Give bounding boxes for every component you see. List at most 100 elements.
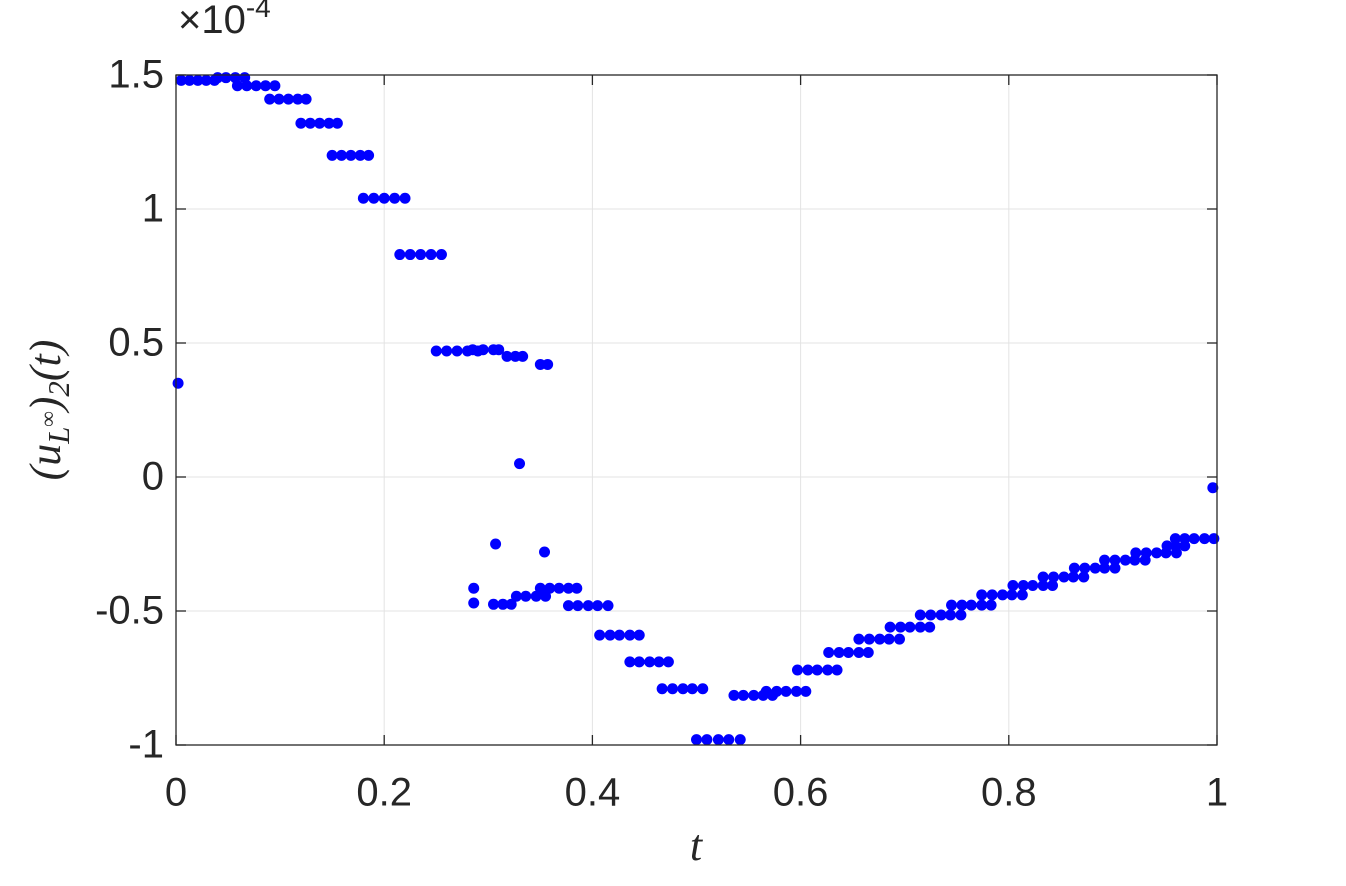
point bbox=[945, 609, 957, 621]
point bbox=[260, 80, 272, 92]
point bbox=[737, 689, 749, 701]
point bbox=[594, 629, 606, 641]
point bbox=[893, 633, 905, 645]
y-tick-label: -0.5 bbox=[95, 589, 164, 633]
point bbox=[572, 600, 584, 612]
point bbox=[822, 664, 834, 676]
point bbox=[514, 458, 526, 470]
plot-area bbox=[176, 75, 1217, 745]
point bbox=[368, 192, 380, 204]
point bbox=[220, 72, 232, 84]
point bbox=[200, 74, 212, 86]
point bbox=[345, 149, 357, 161]
point bbox=[1048, 571, 1060, 583]
point bbox=[304, 117, 316, 129]
point bbox=[874, 633, 886, 645]
point bbox=[292, 93, 304, 105]
point bbox=[404, 249, 416, 261]
point bbox=[451, 345, 463, 357]
point bbox=[924, 621, 936, 633]
point bbox=[264, 93, 276, 105]
point bbox=[925, 609, 937, 621]
point bbox=[914, 609, 926, 621]
point bbox=[1188, 533, 1200, 545]
point bbox=[656, 683, 668, 695]
y-tick-label: 1.5 bbox=[108, 53, 164, 97]
point bbox=[833, 647, 845, 659]
point bbox=[497, 598, 509, 610]
point bbox=[357, 192, 369, 204]
point bbox=[604, 629, 616, 641]
point bbox=[553, 582, 565, 594]
point bbox=[175, 74, 187, 86]
point bbox=[883, 633, 895, 645]
point bbox=[1169, 533, 1181, 545]
point bbox=[389, 192, 401, 204]
point bbox=[985, 599, 997, 611]
point bbox=[1199, 533, 1211, 545]
point bbox=[477, 344, 489, 356]
point bbox=[323, 117, 335, 129]
point bbox=[653, 656, 665, 668]
point bbox=[734, 734, 746, 746]
point bbox=[895, 621, 907, 633]
point bbox=[613, 629, 625, 641]
point bbox=[831, 664, 843, 676]
point bbox=[250, 80, 262, 92]
point bbox=[231, 80, 243, 92]
point bbox=[336, 149, 348, 161]
point bbox=[823, 647, 835, 659]
point bbox=[1109, 562, 1121, 574]
point bbox=[399, 192, 411, 204]
x-tick-label: 0 bbox=[165, 771, 187, 815]
point bbox=[1007, 580, 1019, 592]
point bbox=[378, 192, 390, 204]
point bbox=[562, 582, 574, 594]
point bbox=[624, 629, 636, 641]
point bbox=[1027, 580, 1039, 592]
point bbox=[425, 249, 437, 261]
y-tick-label: 0.5 bbox=[108, 321, 164, 365]
point bbox=[644, 656, 656, 668]
point bbox=[842, 647, 854, 659]
point bbox=[914, 621, 926, 633]
point bbox=[1208, 533, 1220, 545]
point bbox=[1089, 562, 1101, 574]
point bbox=[723, 734, 735, 746]
x-tick-label: 0.6 bbox=[773, 771, 829, 815]
point bbox=[976, 589, 988, 601]
point bbox=[662, 656, 674, 668]
point bbox=[1016, 589, 1028, 601]
point bbox=[520, 590, 532, 602]
y-tick-label: 1 bbox=[142, 187, 164, 231]
x-tick-label: 0.8 bbox=[981, 771, 1037, 815]
point bbox=[1006, 589, 1018, 601]
point bbox=[712, 734, 724, 746]
point bbox=[467, 344, 479, 356]
point bbox=[946, 599, 958, 611]
point bbox=[415, 249, 427, 261]
point bbox=[800, 685, 812, 697]
point bbox=[1207, 482, 1219, 494]
point bbox=[1151, 547, 1163, 559]
point bbox=[1140, 547, 1152, 559]
point bbox=[976, 599, 988, 611]
point bbox=[811, 664, 823, 676]
x-axis-label: t bbox=[690, 821, 704, 870]
point bbox=[184, 74, 196, 86]
point bbox=[314, 117, 326, 129]
point bbox=[697, 683, 709, 695]
point bbox=[282, 93, 294, 105]
point bbox=[790, 685, 802, 697]
point bbox=[1119, 554, 1131, 566]
point bbox=[539, 546, 551, 558]
point bbox=[884, 621, 896, 633]
point bbox=[295, 117, 307, 129]
point bbox=[501, 350, 513, 362]
point bbox=[241, 80, 253, 92]
point bbox=[935, 609, 947, 621]
point bbox=[1161, 540, 1173, 552]
point bbox=[326, 149, 338, 161]
